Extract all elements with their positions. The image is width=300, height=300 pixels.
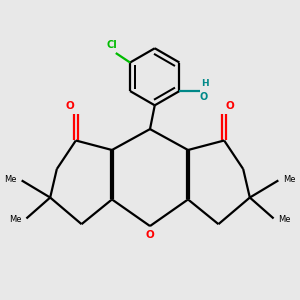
Text: O: O	[66, 101, 74, 111]
Text: Me: Me	[4, 175, 17, 184]
Text: Me: Me	[9, 215, 22, 224]
Text: O: O	[226, 101, 234, 111]
Text: Me: Me	[283, 175, 296, 184]
Text: O: O	[146, 230, 154, 240]
Text: Me: Me	[278, 215, 291, 224]
Text: Cl: Cl	[106, 40, 117, 50]
Text: H: H	[201, 79, 209, 88]
Text: O: O	[200, 92, 208, 102]
